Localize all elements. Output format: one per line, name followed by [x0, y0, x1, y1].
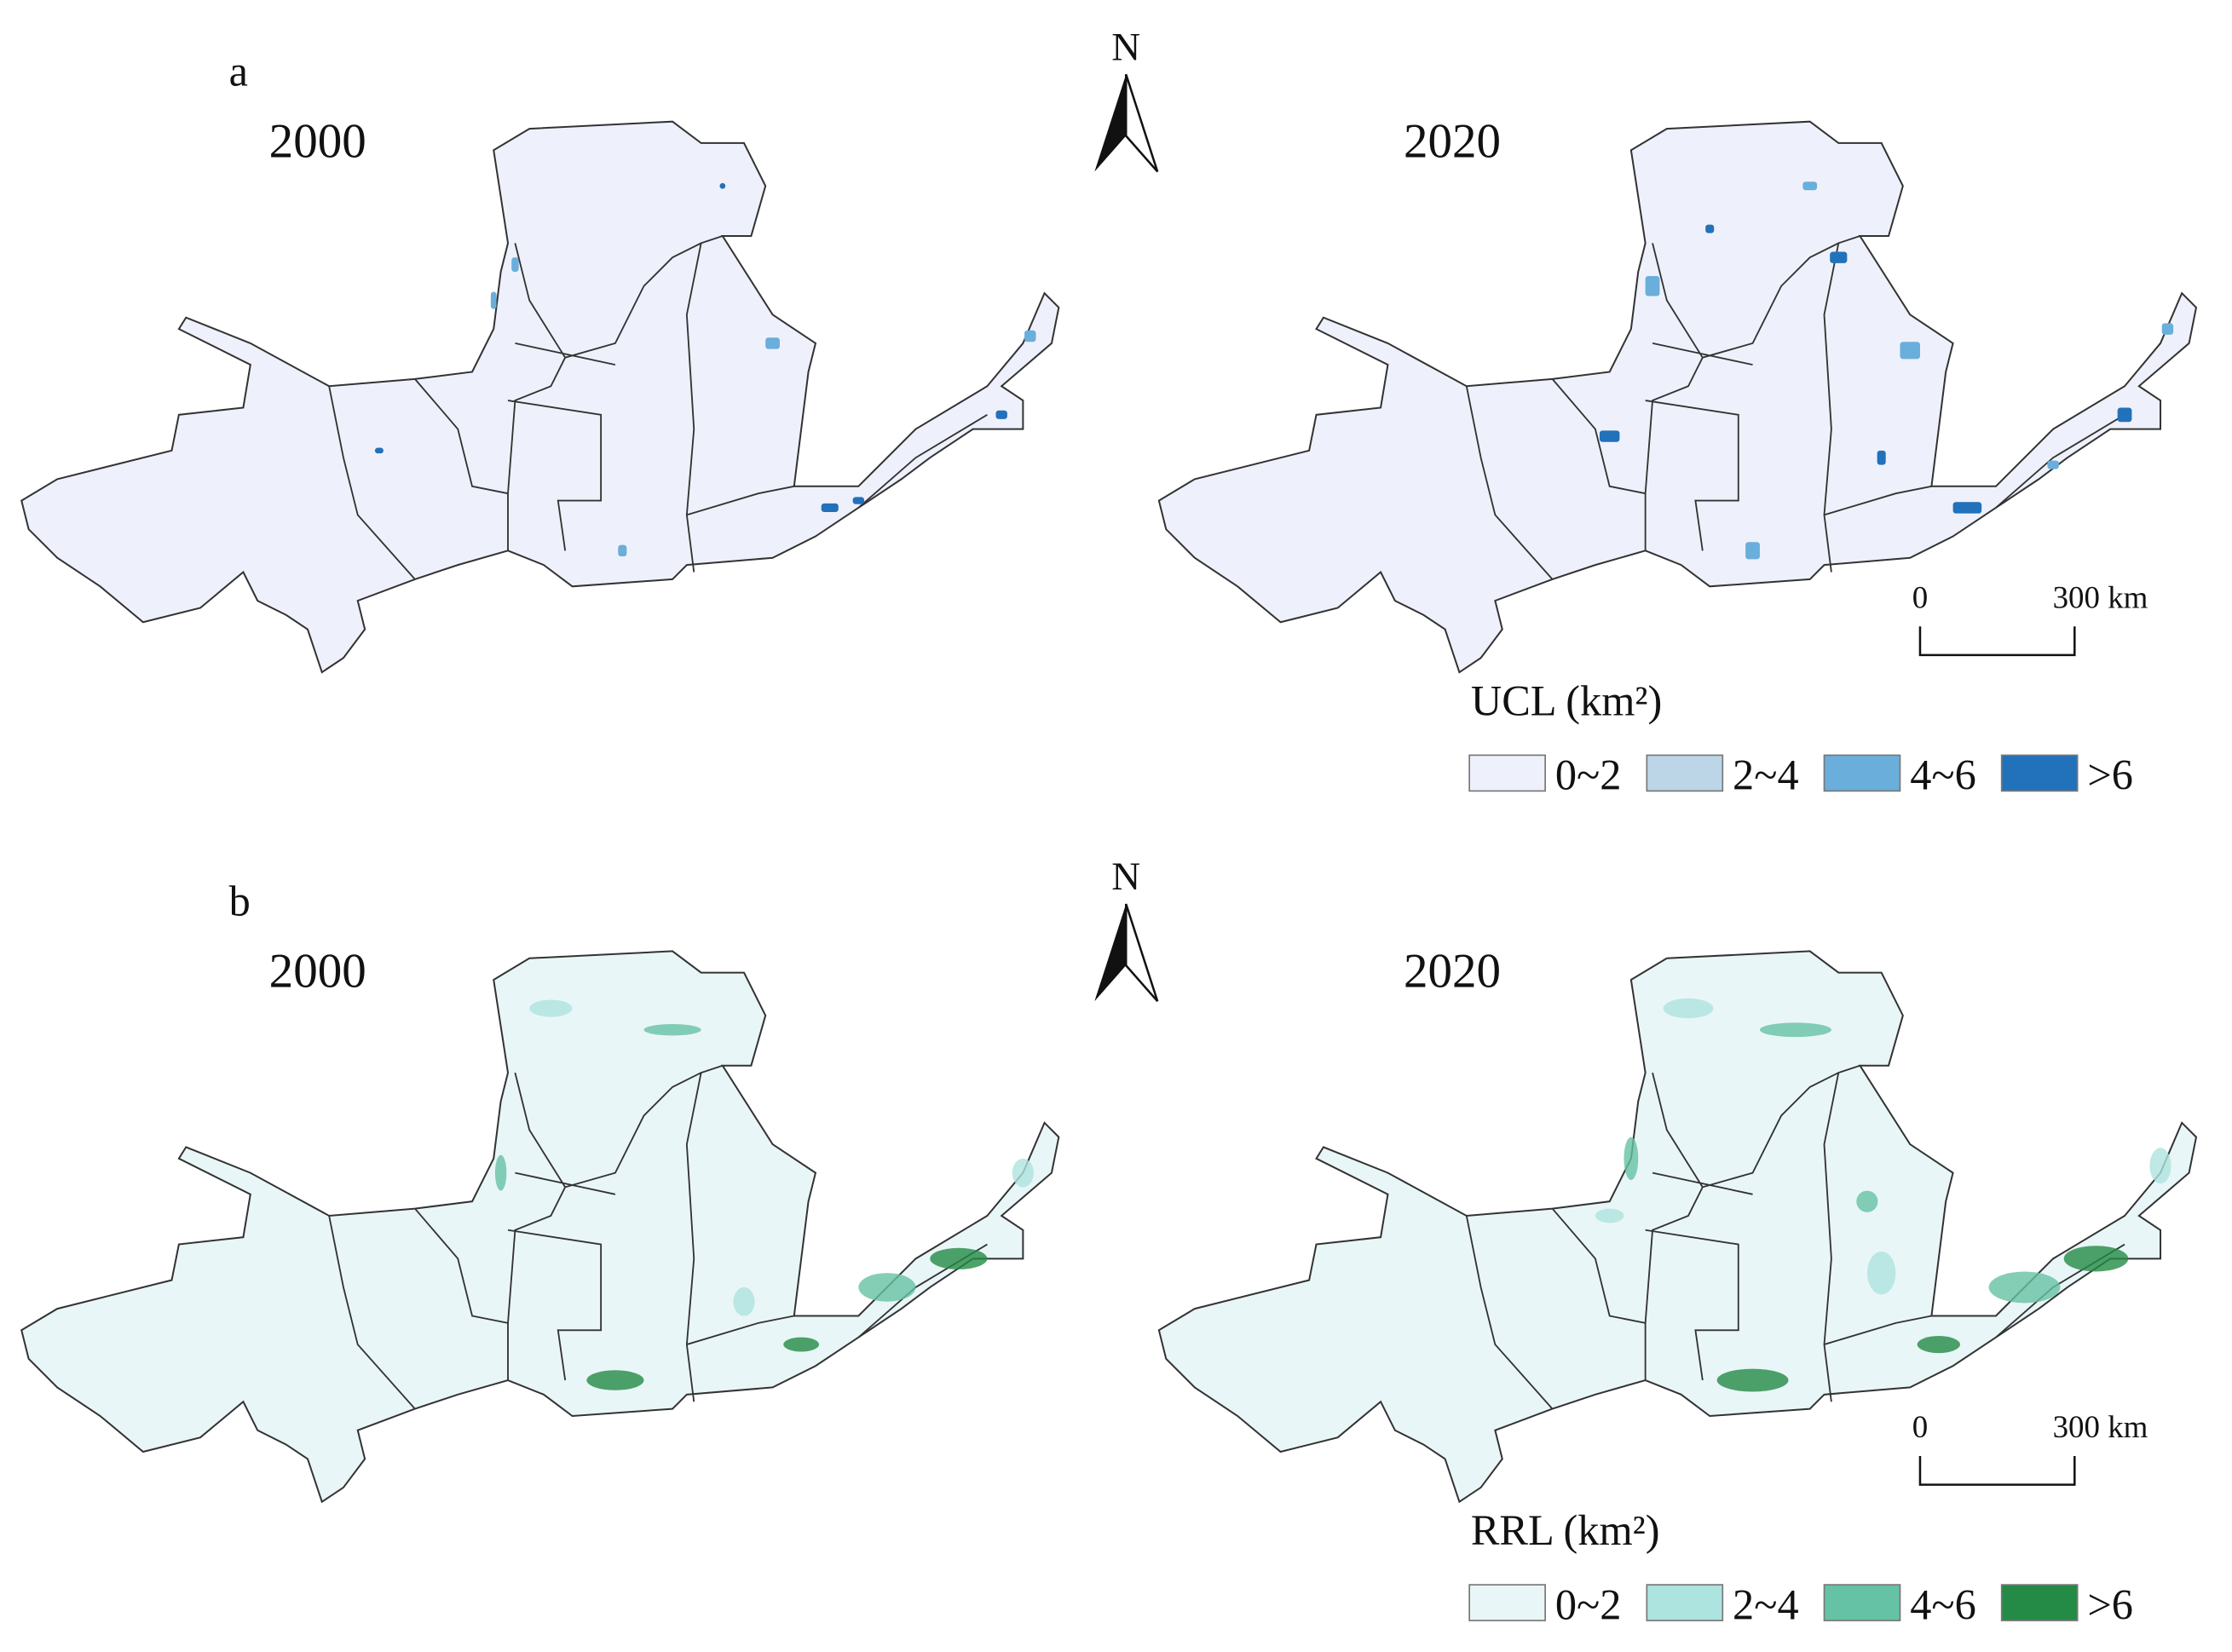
basin-map [20, 120, 1060, 674]
urban-patch [1705, 224, 1715, 233]
basin-map [1157, 120, 2197, 674]
legend-title: UCL (km²) [1471, 676, 1662, 724]
urban-patch [1877, 450, 1886, 465]
legend-swatch [1823, 754, 1901, 792]
rural-patch [1759, 1022, 1831, 1038]
rural-patch [1663, 998, 1714, 1019]
urban-patch [511, 257, 519, 272]
rural-patch [930, 1247, 988, 1269]
legend-swatch [1468, 754, 1546, 792]
legend-label: >6 [2087, 1580, 2133, 1628]
urban-patch [765, 337, 780, 349]
urban-patch [1024, 330, 1036, 342]
basin-outline [20, 120, 1060, 674]
rural-patch [529, 999, 573, 1017]
legend-label: 4~6 [1910, 1580, 1976, 1628]
rural-patch [1012, 1158, 1034, 1188]
urban-patch [1745, 542, 1760, 560]
basin-map [20, 950, 1060, 1503]
legend-label: >6 [2087, 751, 2133, 799]
rural-patch [1866, 1251, 1896, 1295]
scale-label-start: 0 [1912, 1409, 1928, 1444]
urban-patch [1830, 251, 1848, 263]
rural-patch [733, 1286, 755, 1316]
urban-patch [1645, 276, 1660, 296]
north-arrow-right [1124, 73, 1159, 173]
urban-patch [2117, 407, 2132, 423]
urban-patch [1599, 430, 1620, 442]
map-year: 2000 [269, 115, 366, 169]
legend-label: 4~6 [1910, 751, 1976, 799]
legend-swatch [1646, 754, 1724, 792]
rural-patch [1917, 1335, 1960, 1354]
basin-outline [20, 950, 1060, 1503]
urban-patch [1952, 502, 1982, 514]
legend-label: 2~4 [1733, 1580, 1799, 1628]
rural-patch [1716, 1368, 1789, 1392]
panel-label: b [229, 877, 251, 924]
urban-patch [821, 503, 839, 513]
basin-map [1157, 950, 2197, 1503]
scale-bar [1918, 1456, 2076, 1486]
urban-patch [2161, 323, 2174, 335]
rural-patch [643, 1024, 701, 1036]
rural-patch [1988, 1271, 2061, 1304]
scale-label-start: 0 [1912, 579, 1928, 614]
panel-label: a [229, 48, 248, 95]
scale-label-end: 300 km [2053, 1409, 2148, 1444]
north-label: N [1111, 26, 1140, 70]
scale-bar [1918, 626, 2076, 657]
urban-patch [618, 544, 627, 557]
legend-swatch [2000, 1584, 2079, 1621]
map-year: 2020 [1404, 944, 1501, 998]
rural-patch [1595, 1208, 1624, 1223]
legend-swatch [2000, 754, 2079, 792]
rural-patch [783, 1337, 820, 1352]
urban-patch [995, 410, 1007, 419]
urban-patch [1900, 342, 1920, 360]
legend-swatch [1646, 1584, 1724, 1621]
urban-patch [374, 447, 384, 454]
legend-swatch [1468, 1584, 1546, 1621]
legend-label: 0~2 [1555, 1580, 1622, 1628]
north-arrow-right [1124, 903, 1159, 1002]
legend-swatch [1823, 1584, 1901, 1621]
north-arrow-left [1094, 74, 1127, 172]
rural-patch [494, 1154, 507, 1191]
legend-label: 0~2 [1555, 751, 1622, 799]
legend-label: 2~4 [1733, 751, 1799, 799]
basin-outline [1157, 950, 2197, 1503]
urban-patch [490, 291, 497, 309]
rural-patch [2063, 1246, 2129, 1272]
rural-patch [1856, 1190, 1878, 1212]
urban-patch [852, 497, 865, 504]
urban-patch [1802, 181, 1818, 191]
basin-outline [1157, 120, 2197, 674]
north-arrow-left [1094, 903, 1127, 1002]
map-year: 2020 [1404, 115, 1501, 169]
urban-patch [2047, 460, 2059, 469]
legend-title: RRL (km²) [1471, 1506, 1660, 1554]
north-label: N [1111, 855, 1140, 899]
rural-patch [858, 1273, 916, 1302]
urban-patch [719, 182, 726, 189]
rural-patch [2149, 1148, 2171, 1184]
rural-patch [586, 1370, 644, 1390]
rural-patch [1624, 1137, 1639, 1180]
scale-label-end: 300 km [2053, 579, 2148, 614]
map-year: 2000 [269, 944, 366, 998]
